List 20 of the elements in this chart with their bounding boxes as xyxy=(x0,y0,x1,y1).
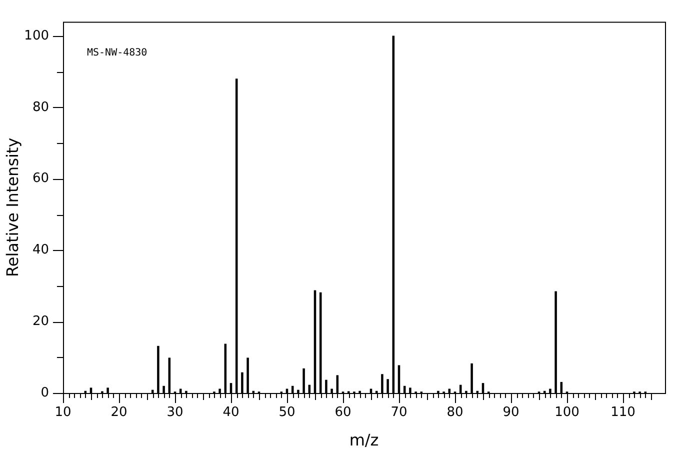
y-tick-label: 0 xyxy=(40,385,49,400)
y-tick-label: 20 xyxy=(32,314,49,329)
y-tick-label: 60 xyxy=(32,171,49,186)
x-tick-label: 80 xyxy=(446,405,464,420)
x-tick-label: 70 xyxy=(390,405,408,420)
x-tick-label: 10 xyxy=(54,405,72,420)
annotation: MS-NW-4830 xyxy=(87,47,148,58)
x-tick-label: 100 xyxy=(554,405,580,420)
x-tick-label: 30 xyxy=(166,405,184,420)
x-tick-label: 40 xyxy=(222,405,240,420)
x-tick-label: 60 xyxy=(334,405,352,420)
x-tick-label: 20 xyxy=(110,405,128,420)
x-tick-label: 50 xyxy=(278,405,296,420)
y-axis-title: Relative Intensity xyxy=(2,138,22,278)
x-axis-title: m/z xyxy=(349,430,379,450)
y-tick-label: 100 xyxy=(24,28,49,44)
y-tick-label: 80 xyxy=(32,100,49,115)
x-tick-label: 110 xyxy=(610,405,636,420)
x-tick-label: 90 xyxy=(502,405,520,420)
y-tick-label: 40 xyxy=(32,242,49,258)
